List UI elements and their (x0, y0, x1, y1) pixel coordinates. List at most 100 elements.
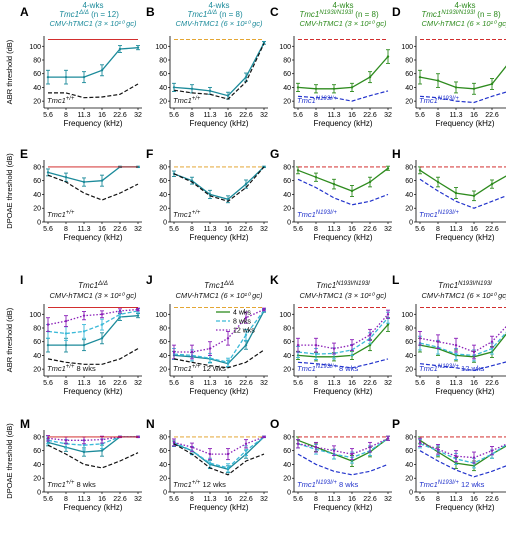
series-control (47, 348, 139, 365)
data-point (136, 46, 140, 49)
x-tick-label: 22.6 (363, 226, 377, 233)
panel-f: F 0 20 40 60 80 5.6 8 11.3 16 22.6 32 Frequency (kHz… (146, 147, 268, 242)
x-tick-label: 5.6 (415, 496, 425, 503)
data-point (350, 86, 354, 89)
y-tick-label: 60 (159, 71, 167, 78)
data-point (314, 343, 318, 347)
data-point (332, 182, 336, 186)
y-tick-label: 80 (159, 58, 167, 65)
y-tick-label: 100 (401, 312, 413, 319)
panel-genotype: Tmc1N193I/N193I (n = 8) (421, 10, 501, 19)
x-tick-label: 8 (314, 496, 318, 503)
x-tick-label: 32 (384, 496, 392, 503)
reference-label: Tmc1+/+ (173, 210, 201, 219)
panel-genotype: Tmc1N193I/N193I (n = 8) (299, 10, 379, 19)
reference-label-base: Tmc1 (419, 210, 438, 219)
data-point (100, 313, 104, 316)
data-point (208, 461, 212, 465)
series-line (173, 309, 265, 364)
y-tick-label: 0 (37, 220, 41, 227)
y-tick-label: 80 (159, 164, 167, 171)
data-point (46, 437, 50, 440)
x-tick-label: 22.6 (485, 496, 499, 503)
x-tick-label: 8 (436, 496, 440, 503)
x-tick-label: 32 (384, 380, 392, 387)
data-point (226, 94, 230, 97)
x-tick-label: 16 (348, 496, 356, 503)
y-tick-label: 80 (33, 164, 41, 171)
series-line (47, 436, 138, 446)
y-tick-label: 60 (405, 71, 413, 78)
series-control (297, 358, 389, 369)
data-point (136, 308, 140, 311)
data-point (208, 356, 212, 360)
y-tick-label: 80 (159, 326, 167, 333)
panel-letter: F (146, 147, 153, 161)
data-point (100, 449, 104, 452)
panel-genotype-base: Tmc1 (299, 10, 319, 19)
data-point (386, 167, 390, 170)
data-point (82, 180, 86, 184)
y-tick-label: 0 (409, 220, 413, 227)
x-tick-label: 11.3 (203, 380, 216, 387)
data-point (314, 87, 318, 91)
data-point (208, 452, 212, 456)
y-tick-label: 40 (159, 85, 167, 92)
data-point (350, 343, 354, 347)
series-line (173, 436, 265, 471)
y-tick-label: 60 (283, 178, 291, 185)
panel-letter: H (392, 147, 401, 161)
y-tick-label: 20 (33, 99, 41, 106)
reference-label-base: Tmc1 (419, 480, 438, 489)
x-axis-label: Frequency (kHz) (63, 119, 122, 128)
y-tick-label: 40 (33, 353, 41, 360)
panel-g: G 0 20 40 60 80 5.6 8 11.3 16 22.6 32 Frequency (kHz… (270, 147, 392, 242)
data-point (64, 176, 68, 179)
series-4-wks (46, 313, 140, 353)
panel-treatment: CMV-hTMC1 (6 × 10¹⁰ gc) (421, 19, 506, 28)
series-line (47, 348, 139, 365)
x-tick-label: 16 (348, 112, 356, 119)
data-point (314, 176, 318, 179)
data-point (368, 75, 372, 79)
series-control (173, 43, 265, 100)
x-tick-label: 22.6 (239, 496, 253, 503)
data-point (332, 87, 336, 91)
data-point (436, 448, 440, 451)
y-tick-label: 100 (29, 312, 41, 319)
panel-letter: D (392, 5, 401, 19)
y-tick-label: 40 (405, 353, 413, 360)
data-point (226, 198, 230, 201)
x-tick-label: 16 (348, 226, 356, 233)
data-point (418, 337, 422, 340)
reference-label-sup: +/+ (66, 210, 75, 216)
reference-label-sup: +/+ (66, 364, 75, 370)
x-tick-label: 22.6 (485, 226, 499, 233)
x-axis-label: Frequency (kHz) (189, 387, 248, 396)
reference-label-after: 12 wks (200, 364, 226, 373)
x-tick-label: 8 (436, 226, 440, 233)
series-line (419, 331, 506, 357)
reference-label-base: Tmc1 (173, 96, 192, 105)
series-control (48, 83, 139, 99)
legend-label: 4 wks (233, 310, 251, 317)
reference-label-sup: N193I/+ (316, 480, 338, 486)
panel-genotype-sup: Δ/Δ (206, 10, 217, 16)
y-tick-label: 60 (33, 71, 41, 78)
x-tick-label: 5.6 (43, 112, 53, 119)
x-tick-label: 5.6 (43, 496, 53, 503)
panel-letter: I (20, 273, 23, 287)
x-tick-label: 11.3 (327, 380, 340, 387)
y-tick-label: 40 (159, 462, 167, 469)
x-tick-label: 8 (314, 380, 318, 387)
y-tick-label: 80 (33, 326, 41, 333)
reference-label-sup: N193I/+ (316, 96, 338, 102)
series-line (47, 174, 139, 201)
x-tick-label: 32 (260, 496, 268, 503)
